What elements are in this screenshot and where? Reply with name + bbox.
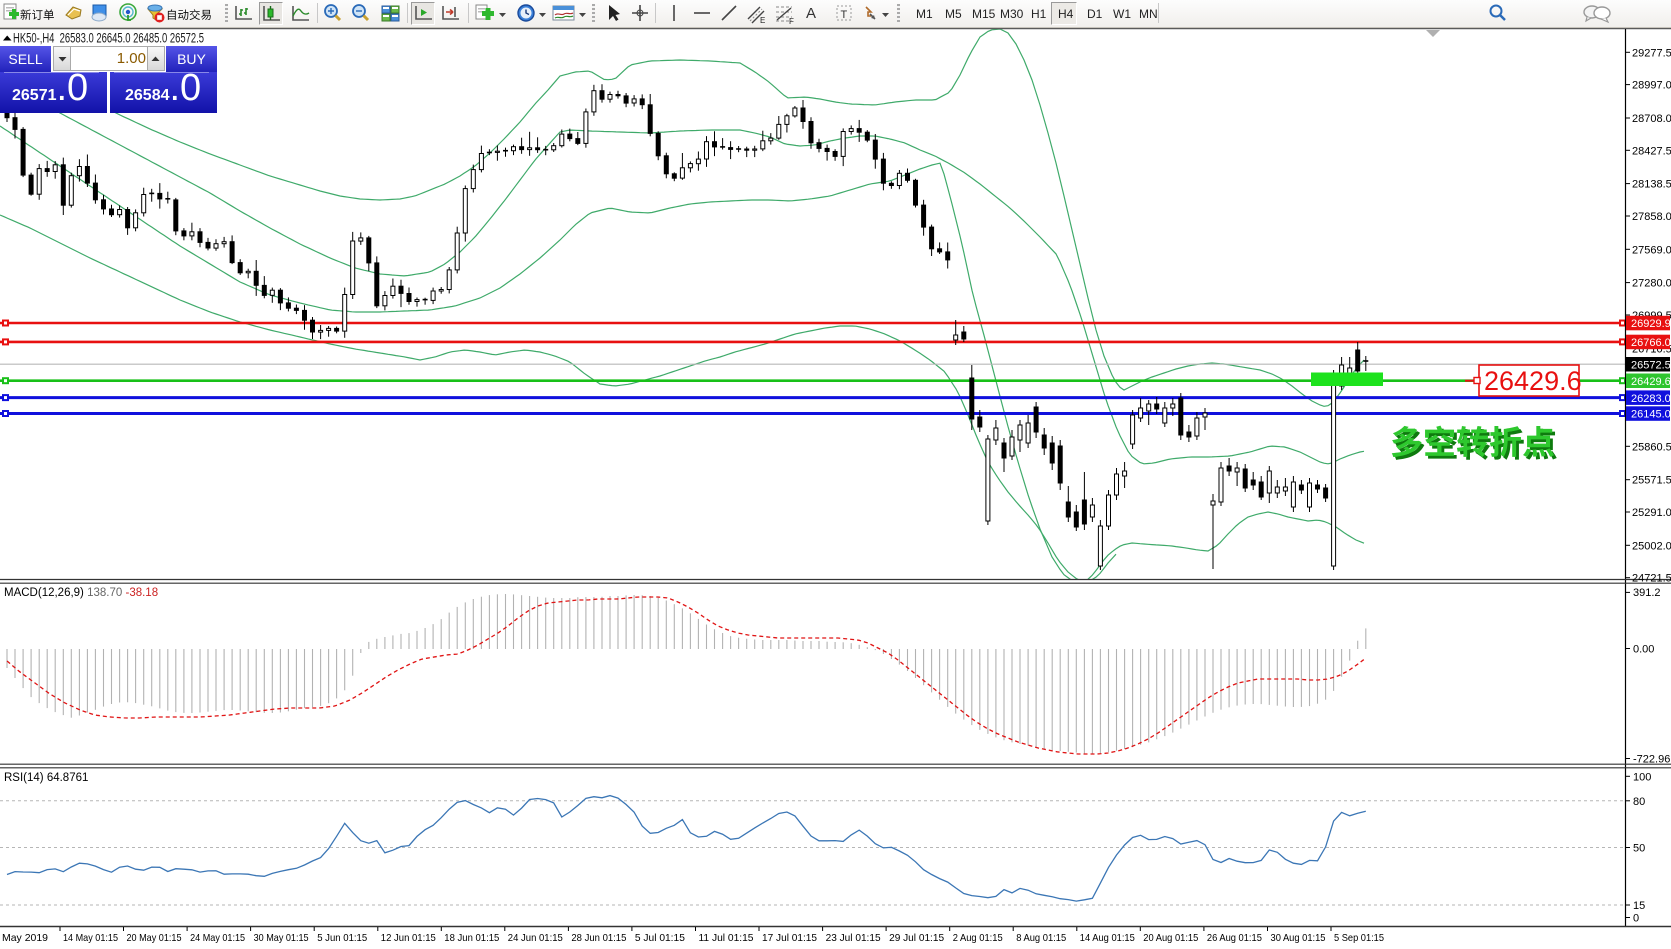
svg-text:26929.9: 26929.9 (1631, 318, 1671, 330)
svg-text:0: 0 (1633, 913, 1639, 925)
svg-text:28 Jun 01:15: 28 Jun 01:15 (571, 932, 626, 944)
svg-text:5 Jul 01:15: 5 Jul 01:15 (635, 932, 685, 944)
svg-text:28138.5: 28138.5 (1632, 179, 1671, 191)
svg-text:27858.0: 27858.0 (1632, 211, 1671, 223)
svg-text:12 Jun 01:15: 12 Jun 01:15 (381, 932, 436, 944)
svg-text:24721.5: 24721.5 (1632, 573, 1671, 585)
svg-text:26766.0: 26766.0 (1631, 337, 1671, 349)
svg-text:2 Aug 01:15: 2 Aug 01:15 (953, 932, 1003, 944)
svg-text:RSI(14) 64.8761: RSI(14) 64.8761 (4, 772, 88, 784)
svg-text:24 Jun 01:15: 24 Jun 01:15 (508, 932, 563, 944)
svg-text:27280.0: 27280.0 (1632, 278, 1671, 290)
svg-text:26 Aug 01:15: 26 Aug 01:15 (1207, 932, 1262, 944)
svg-text:29 Jul 01:15: 29 Jul 01:15 (889, 932, 944, 944)
svg-text:HK50-,H4 26583.0 26645.0 2648: HK50-,H4 26583.0 26645.0 26485.0 26572.5 (13, 31, 204, 46)
svg-text:15: 15 (1633, 900, 1645, 912)
svg-text:0.00: 0.00 (1633, 644, 1654, 656)
svg-text:30 Aug 01:15: 30 Aug 01:15 (1271, 932, 1326, 944)
svg-text:80: 80 (1633, 796, 1645, 808)
svg-text:29277.5: 29277.5 (1632, 47, 1671, 59)
svg-text:17 Jul 01:15: 17 Jul 01:15 (762, 932, 817, 944)
svg-text:26429.6: 26429.6 (1631, 376, 1671, 388)
svg-text:25002.0: 25002.0 (1632, 540, 1671, 552)
svg-text:MACD(12,26,9) 138.70 -38.18: MACD(12,26,9) 138.70 -38.18 (4, 587, 158, 599)
svg-text:14 May 01:15: 14 May 01:15 (63, 932, 118, 944)
svg-text:E: E (760, 16, 765, 25)
svg-text:24 May 01:15: 24 May 01:15 (190, 932, 245, 944)
svg-text:20 Aug 01:15: 20 Aug 01:15 (1143, 932, 1198, 944)
svg-text:11 Jul 01:15: 11 Jul 01:15 (699, 932, 754, 944)
svg-text:26572.5: 26572.5 (1631, 359, 1671, 371)
svg-text:20 May 01:15: 20 May 01:15 (127, 932, 182, 944)
svg-text:25860.5: 25860.5 (1632, 441, 1671, 453)
svg-text:5 Jun 01:15: 5 Jun 01:15 (317, 932, 367, 944)
svg-text:50: 50 (1633, 843, 1645, 855)
svg-text:28997.0: 28997.0 (1632, 80, 1671, 92)
svg-text:14 Aug 01:15: 14 Aug 01:15 (1080, 932, 1135, 944)
svg-text:5 Sep 01:15: 5 Sep 01:15 (1334, 932, 1384, 944)
svg-text:391.2: 391.2 (1633, 587, 1661, 599)
svg-text:-722.96: -722.96 (1633, 754, 1670, 766)
svg-text:30 May 01:15: 30 May 01:15 (254, 932, 309, 944)
svg-text:28708.0: 28708.0 (1632, 113, 1671, 125)
svg-text:18 Jun 01:15: 18 Jun 01:15 (444, 932, 499, 944)
svg-text:26429.6: 26429.6 (1484, 366, 1582, 396)
svg-text:25571.5: 25571.5 (1632, 475, 1671, 487)
svg-text:26283.0: 26283.0 (1631, 393, 1671, 405)
svg-text:26145.0: 26145.0 (1631, 409, 1671, 421)
svg-text:23 Jul 01:15: 23 Jul 01:15 (826, 932, 881, 944)
svg-text:28427.5: 28427.5 (1632, 145, 1671, 157)
svg-text:8 Aug 01:15: 8 Aug 01:15 (1016, 932, 1066, 944)
svg-text:100: 100 (1633, 771, 1651, 783)
svg-text:May 2019: May 2019 (2, 932, 48, 944)
svg-text:27569.0: 27569.0 (1632, 244, 1671, 256)
svg-text:25291.0: 25291.0 (1632, 507, 1671, 519)
svg-text:F: F (789, 17, 794, 25)
svg-text:T: T (841, 9, 848, 21)
